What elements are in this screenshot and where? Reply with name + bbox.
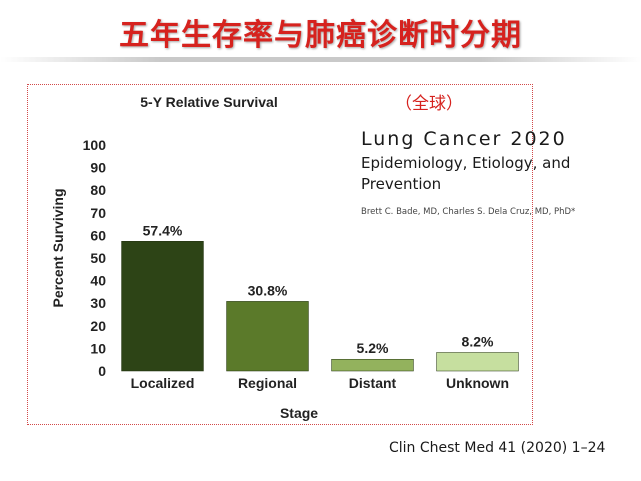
x-tick-label: Distant <box>349 375 397 391</box>
region-note: （全球） <box>395 94 463 114</box>
bar-value-label: 30.8% <box>248 282 288 298</box>
bar-value-label: 5.2% <box>357 340 389 356</box>
paper-title: Lung Cancer 2020 <box>361 128 567 150</box>
x-tick-label: Unknown <box>446 375 509 391</box>
paper-subtitle: Epidemiology, Etiology, and Prevention <box>361 154 571 193</box>
y-tick-label: 0 <box>98 363 106 379</box>
paper-authors: Brett C. Bade, MD, Charles S. Dela Cruz,… <box>361 207 576 217</box>
bar-value-label: 8.2% <box>462 333 494 349</box>
y-tick-label: 50 <box>90 250 106 266</box>
y-tick-label: 90 <box>90 160 106 176</box>
y-tick-label: 10 <box>90 340 106 356</box>
bar-distant <box>331 358 414 372</box>
title-divider <box>0 57 641 62</box>
chart-title: 5-Y Relative Survival <box>140 94 277 110</box>
slide-title: 五年生存率与肺癌诊断时分期 <box>119 18 522 53</box>
bar-regional <box>226 301 309 372</box>
x-tick-label: Localized <box>131 375 195 391</box>
y-tick-label: 70 <box>90 205 106 221</box>
y-axis-label: Percent Surviving <box>50 188 66 307</box>
y-tick-label: 60 <box>90 227 106 243</box>
x-tick-label: Regional <box>238 375 297 391</box>
y-tick-label: 30 <box>90 295 106 311</box>
y-tick-label: 80 <box>90 182 106 198</box>
y-tick-label: 40 <box>90 273 106 289</box>
bar-value-label: 57.4% <box>143 222 183 238</box>
survival-bar-chart: 5-Y Relative Survival Percent Surviving … <box>50 94 519 421</box>
bar-localized <box>121 241 204 372</box>
x-axis-label: Stage <box>280 405 318 421</box>
y-tick-label: 20 <box>90 318 106 334</box>
journal-citation: Clin Chest Med 41 (2020) 1–24 <box>389 440 606 456</box>
bar-unknown <box>436 352 519 372</box>
chart-panel: 5-Y Relative Survival Percent Surviving … <box>27 84 533 425</box>
y-tick-label: 100 <box>83 137 107 153</box>
paper-reference: Lung Cancer 2020 Epidemiology, Etiology,… <box>361 127 636 217</box>
